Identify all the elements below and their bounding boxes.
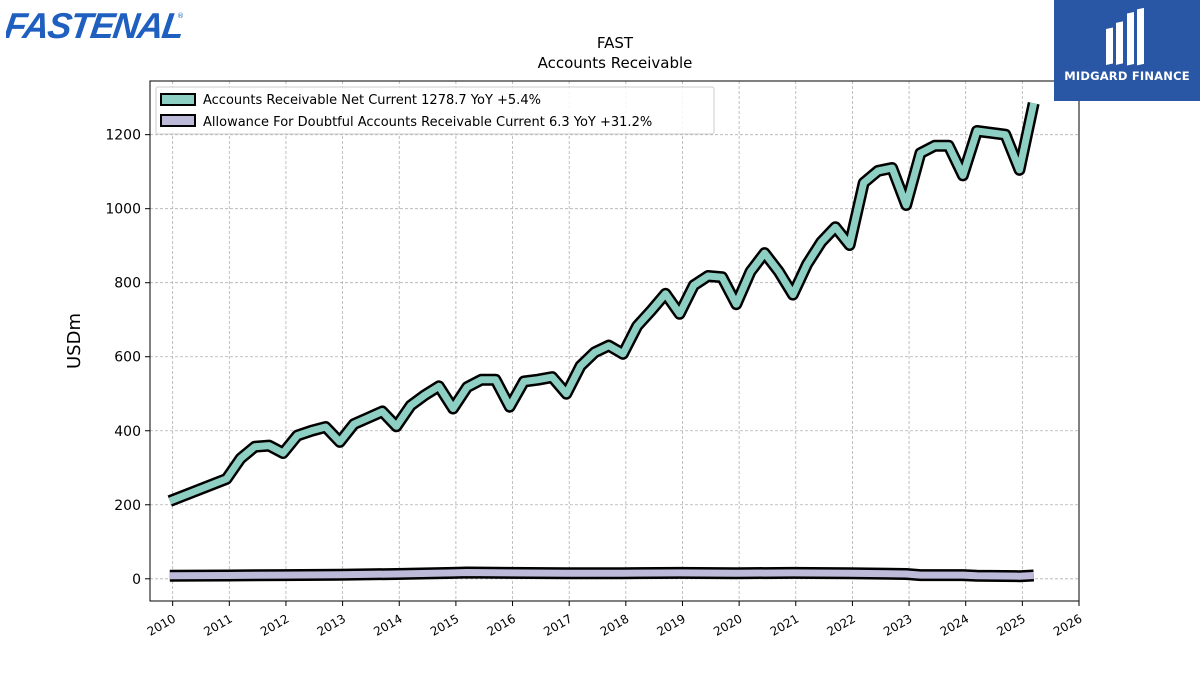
x-tick-label: 2026 — [1051, 611, 1084, 638]
y-tick-label: 1000 — [105, 202, 141, 218]
legend-label-allowance: Allowance For Doubtful Accounts Receivab… — [203, 115, 652, 130]
plot-frame — [149, 80, 1080, 602]
x-tick-label: 2025 — [994, 611, 1027, 638]
x-tick-label: 2022 — [824, 611, 857, 638]
midgard-finance-logo: MIDGARD FINANCE — [1054, 0, 1200, 101]
x-tick-label: 2011 — [201, 611, 234, 638]
x-tick-label: 2015 — [428, 611, 461, 638]
fastenal-logo-text: FASTENAL — [6, 5, 186, 46]
x-tick-label: 2010 — [145, 611, 178, 638]
series-ar-net-line — [168, 102, 1038, 505]
x-tick-label: 2016 — [485, 611, 518, 638]
y-tick-label: 600 — [114, 350, 141, 366]
x-tick-label: 2020 — [711, 611, 744, 638]
y-tick-label: 200 — [114, 498, 141, 514]
series-layer — [167, 101, 1040, 583]
fastenal-logo: FASTENAL ® — [2, 4, 186, 46]
y-tick-label: 0 — [132, 572, 141, 588]
series-allowance-line — [169, 569, 1034, 580]
x-tick-label: 2017 — [541, 611, 574, 638]
y-axis: 0 200 400 600 800 1000 1200 — [105, 128, 150, 588]
svg-text:®: ® — [177, 12, 184, 20]
y-tick-label: 400 — [114, 424, 141, 440]
y-tick-label: 800 — [114, 276, 141, 292]
y-tick-label: 1200 — [105, 128, 141, 144]
chart-subtitle: Accounts Receivable — [538, 54, 693, 72]
legend-swatch-allowance — [160, 114, 196, 127]
x-tick-label: 2018 — [598, 611, 631, 638]
y-axis-label: USDm — [64, 313, 85, 369]
legend-swatch-ar-net — [160, 93, 196, 106]
x-tick-label: 2021 — [768, 611, 801, 638]
x-tick-label: 2012 — [258, 611, 291, 638]
x-tick-label: 2019 — [655, 611, 688, 638]
x-tick-label: 2013 — [315, 611, 348, 638]
midgard-emblem-icon — [1106, 7, 1144, 66]
legend-box — [155, 86, 715, 135]
x-tick-label: 2024 — [938, 611, 971, 638]
x-tick-label: 2023 — [881, 611, 914, 638]
legend-label-ar-net: Accounts Receivable Net Current 1278.7 Y… — [203, 93, 541, 108]
midgard-finance-text: MIDGARD FINANCE — [1064, 69, 1190, 83]
chart-title: FAST — [597, 34, 634, 52]
series-ar-net-outline — [167, 101, 1040, 507]
grid-lines — [150, 81, 1080, 601]
x-axis: 2010 2011 2012 2013 2014 2015 2016 2017 2018 2019… — [145, 601, 1085, 639]
x-tick-label: 2014 — [371, 611, 404, 638]
legend: Accounts Receivable Net Current 1278.7 Y… — [155, 86, 715, 135]
